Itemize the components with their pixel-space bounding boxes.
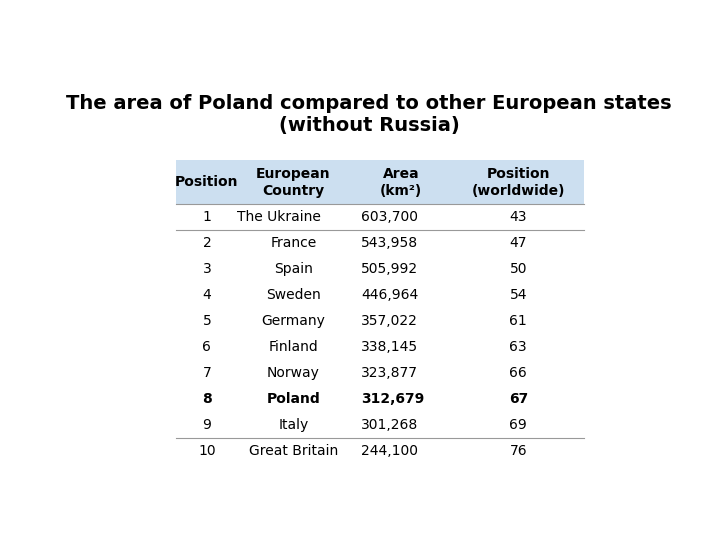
Text: Norway: Norway <box>267 366 320 380</box>
Text: 54: 54 <box>510 288 527 302</box>
Text: 63: 63 <box>510 340 527 354</box>
Text: 67: 67 <box>508 392 528 406</box>
Text: European
Country: European Country <box>256 167 331 198</box>
Text: The Ukraine: The Ukraine <box>238 211 321 225</box>
Text: 2: 2 <box>202 237 211 251</box>
Text: 312,679: 312,679 <box>361 392 424 406</box>
Text: 7: 7 <box>202 366 211 380</box>
Text: 43: 43 <box>510 211 527 225</box>
Text: 61: 61 <box>510 314 527 328</box>
Text: Area
(km²): Area (km²) <box>380 167 423 198</box>
Text: Germany: Germany <box>261 314 325 328</box>
Text: 47: 47 <box>510 237 527 251</box>
Text: The area of Poland compared to other European states
(without Russia): The area of Poland compared to other Eur… <box>66 94 672 135</box>
Text: 76: 76 <box>510 444 527 458</box>
Text: 10: 10 <box>198 444 216 458</box>
Text: Spain: Spain <box>274 262 313 276</box>
Text: 505,992: 505,992 <box>361 262 418 276</box>
Text: 4: 4 <box>202 288 211 302</box>
Text: 603,700: 603,700 <box>361 211 418 225</box>
Text: Position: Position <box>175 176 238 190</box>
Text: 357,022: 357,022 <box>361 314 418 328</box>
Text: Italy: Italy <box>279 418 309 432</box>
Text: 446,964: 446,964 <box>361 288 418 302</box>
Text: 1: 1 <box>202 211 212 225</box>
Text: 9: 9 <box>202 418 212 432</box>
Text: Great Britain: Great Britain <box>249 444 338 458</box>
Text: 543,958: 543,958 <box>361 237 418 251</box>
Text: 8: 8 <box>202 392 212 406</box>
Text: 5: 5 <box>202 314 211 328</box>
Text: 66: 66 <box>510 366 527 380</box>
Text: France: France <box>271 237 317 251</box>
Text: 323,877: 323,877 <box>361 366 418 380</box>
Text: 6: 6 <box>202 340 212 354</box>
Text: Poland: Poland <box>266 392 320 406</box>
Text: Sweden: Sweden <box>266 288 321 302</box>
Text: 69: 69 <box>510 418 527 432</box>
Text: 338,145: 338,145 <box>361 340 418 354</box>
Text: 301,268: 301,268 <box>361 418 418 432</box>
Text: Finland: Finland <box>269 340 318 354</box>
Text: Position
(worldwide): Position (worldwide) <box>472 167 565 198</box>
Text: 50: 50 <box>510 262 527 276</box>
Text: 3: 3 <box>202 262 211 276</box>
Text: 244,100: 244,100 <box>361 444 418 458</box>
